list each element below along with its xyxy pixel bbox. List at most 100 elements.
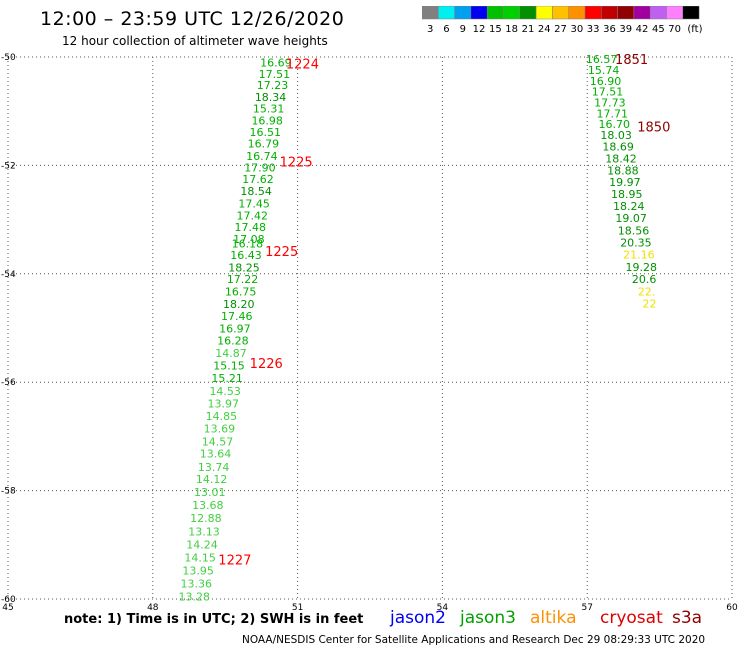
wave-height-label: 17.51: [592, 86, 624, 99]
wave-height-label: 16.28: [217, 334, 249, 347]
wave-height-label: 16.51: [250, 126, 282, 139]
wave-height-label: 18.24: [613, 200, 645, 213]
time-label: 1851: [615, 53, 648, 68]
time-label: 1227: [218, 553, 251, 568]
wave-height-label: 13.95: [182, 564, 214, 577]
satellite-legend-jason3: jason3: [460, 608, 516, 628]
x-tick-label: 51: [292, 603, 303, 613]
wave-height-label: 18.20: [223, 298, 255, 311]
wave-height-label: 18.54: [240, 185, 272, 198]
y-tick-label: -50: [1, 53, 16, 63]
time-label: 1225: [280, 156, 313, 171]
colorbar-label: 39: [619, 24, 632, 35]
wave-height-label: 18.88: [607, 164, 639, 177]
colorbar-label: 12: [473, 24, 486, 35]
colorbar-label: 6: [443, 24, 449, 35]
wave-height-label: 20.6: [632, 273, 657, 286]
wave-height-label: 18.42: [605, 152, 637, 165]
wave-height-label: 16.69: [260, 56, 292, 69]
time-label: 1850: [637, 120, 670, 135]
wave-height-label: 12.88: [190, 512, 222, 525]
colorbar-label: 3: [427, 24, 433, 35]
wave-height-label: 18.56: [618, 224, 650, 237]
colorbar-label: 15: [489, 24, 502, 35]
wave-height-label: 16.70: [598, 118, 630, 131]
wave-height-label: 18.34: [255, 91, 287, 104]
wave-height-label: 13.36: [180, 577, 212, 590]
wave-height-label: 17.08: [233, 233, 265, 246]
wave-height-label: 17.71: [597, 107, 629, 120]
satellite-legend-jason2: jason2: [390, 608, 446, 628]
wave-height-label: 14.15: [184, 551, 216, 564]
wave-height-label: 22: [642, 298, 656, 311]
wave-height-label: 19.07: [615, 212, 647, 225]
wave-height-label: 19.97: [609, 176, 641, 189]
colorbar-label: 33: [587, 24, 600, 35]
wave-height-label: 17.42: [236, 209, 268, 222]
footer-note: note: 1) Time is in UTC; 2) SWH is in fe…: [64, 612, 364, 627]
satellite-legend-s3a: s3a: [672, 608, 703, 628]
time-label: 1226: [250, 357, 283, 372]
colorbar-label: 24: [538, 24, 551, 35]
wave-height-label: 14.12: [196, 473, 228, 486]
wave-height-label: 15.31: [253, 102, 285, 115]
wave-height-label: 16.18: [232, 237, 264, 250]
time-label: 1224: [286, 58, 319, 73]
wave-height-label: 22.: [638, 286, 656, 299]
wave-height-label: 15.15: [213, 359, 245, 372]
wave-height-label: 17.22: [227, 273, 259, 286]
x-tick-label: 48: [147, 603, 159, 613]
y-tick-label: -58: [1, 487, 16, 497]
wave-height-label: 14.57: [202, 435, 234, 448]
colorbar-swatch: [682, 6, 700, 20]
wave-height-label: 18.25: [228, 261, 260, 274]
colorbar-label: 45: [652, 24, 665, 35]
chart-subtitle: 12 hour collection of altimeter wave hei…: [62, 34, 328, 48]
wave-height-label: 15.21: [211, 372, 243, 385]
wave-height-label: 17.46: [221, 310, 253, 323]
wave-height-label: 16.57: [586, 53, 618, 66]
colorbar-label: 70: [668, 24, 681, 35]
colorbar-label: 21: [522, 24, 535, 35]
wave-height-label: 17.62: [242, 173, 274, 186]
x-tick-label: 57: [581, 603, 592, 613]
wave-height-label: 14.53: [209, 385, 241, 398]
color-legend: 3 6 9 12 15 18 21 24 27 30 33 36 39 42 45 70 (ft): [422, 6, 703, 35]
wave-height-label: 16.79: [248, 138, 280, 151]
wave-height-label: 14.24: [186, 538, 218, 551]
wave-height-label: 16.74: [246, 150, 278, 163]
wave-height-label: 16.43: [230, 249, 262, 262]
y-tick-label: -54: [1, 270, 16, 280]
colorbar-label: 42: [636, 24, 649, 35]
wave-height-label: 18.03: [600, 129, 632, 142]
footer-credit: NOAA/NESDIS Center for Satellite Applica…: [242, 634, 706, 646]
wave-height-label: 13.64: [200, 448, 232, 461]
wave-height-label: 16.97: [219, 323, 251, 336]
wave-height-label: 17.23: [257, 79, 289, 92]
wave-height-label: 19.28: [626, 261, 658, 274]
wave-height-label: 13.69: [204, 422, 236, 435]
satellite-legend-altika: altika: [530, 608, 577, 628]
wave-height-label: 14.87: [215, 347, 247, 360]
wave-height-label: 16.75: [225, 286, 257, 299]
wave-height-label: 13.01: [194, 486, 226, 499]
colorbar-label: 9: [460, 24, 466, 35]
wave-height-label: 13.68: [192, 499, 224, 512]
wave-height-label: 13.28: [179, 590, 211, 603]
wave-height-label: 14.85: [206, 410, 238, 423]
chart-title: 12:00 – 23:59 UTC 12/26/2020: [40, 8, 345, 30]
x-tick-label: 54: [437, 603, 449, 613]
y-tick-label: -52: [1, 161, 16, 171]
wave-height-label: 16.90: [590, 75, 622, 88]
colorbar-label: (ft): [687, 24, 702, 35]
y-tick-label: -56: [1, 378, 16, 388]
time-label: 1225: [265, 245, 298, 260]
satellite-legend-cryosat: cryosat: [600, 608, 663, 628]
wave-height-label: 13.13: [188, 525, 220, 538]
wave-height-label: 18.95: [611, 188, 643, 201]
colorbar-label: 36: [603, 24, 616, 35]
colorbar-label: 18: [505, 24, 518, 35]
x-tick-label: 60: [726, 603, 738, 613]
wave-height-label: 20.35: [620, 236, 652, 249]
